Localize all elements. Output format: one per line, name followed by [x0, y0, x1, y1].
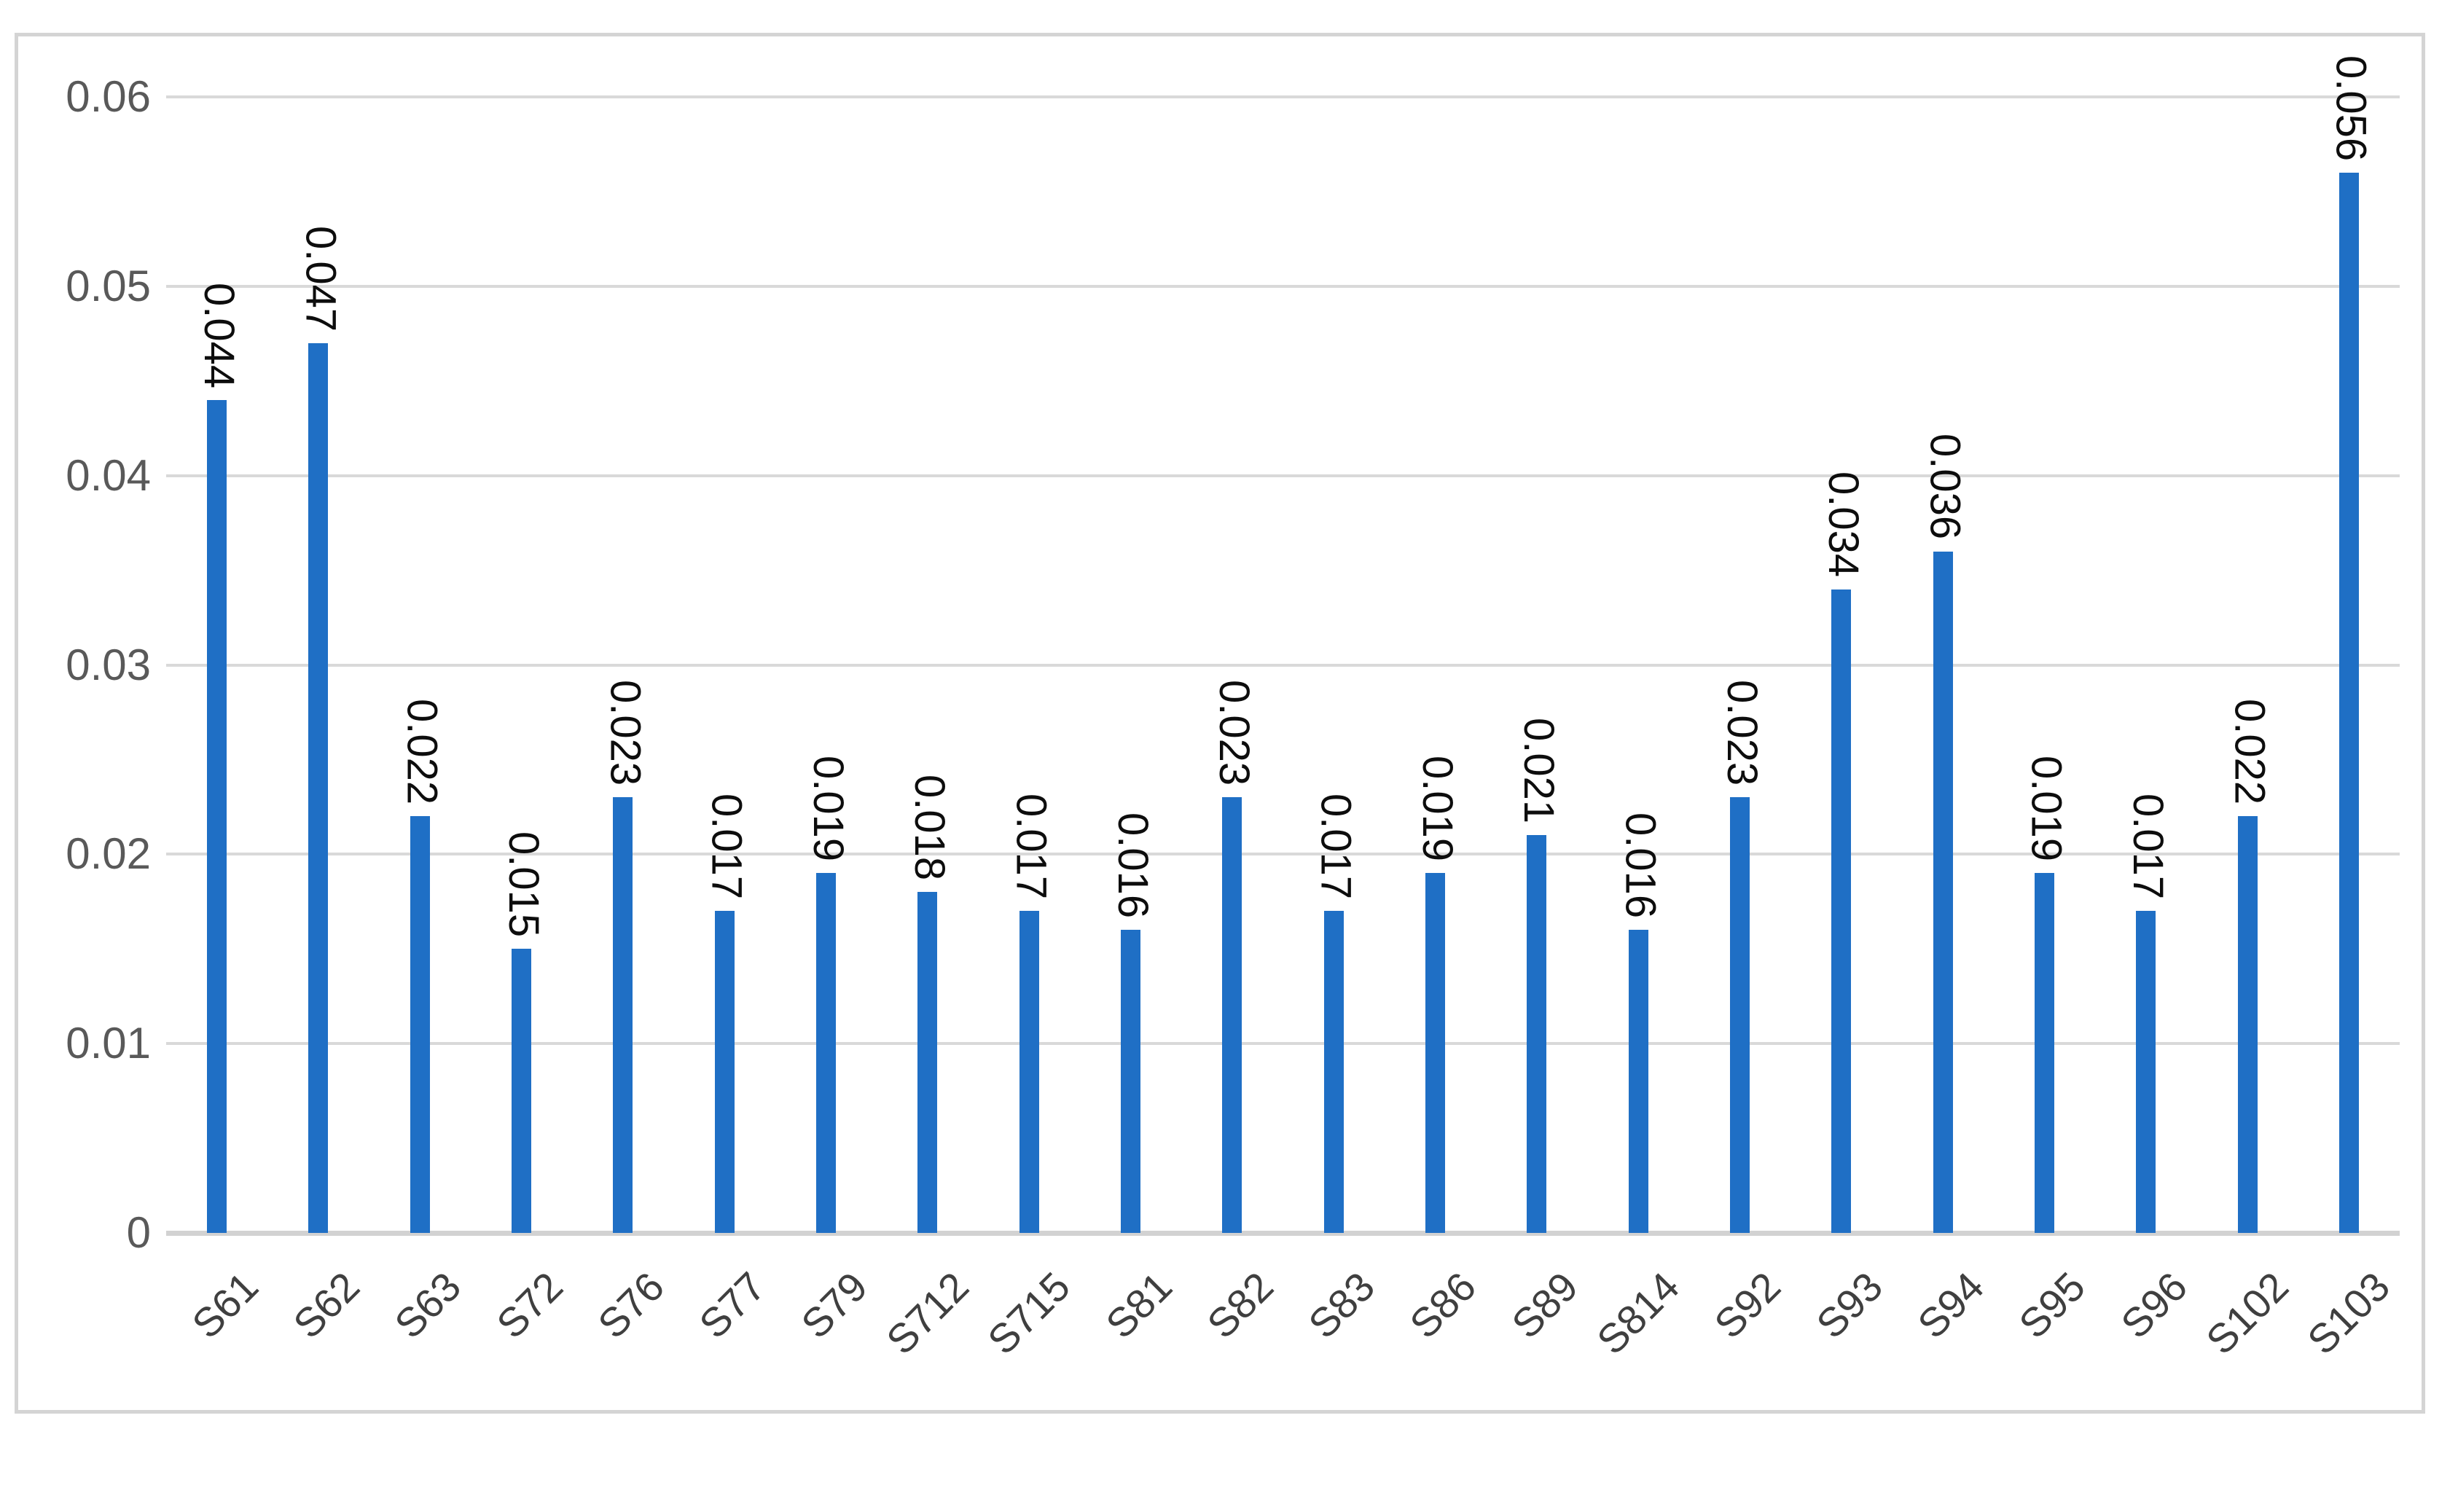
bar-value-label: 0.022 — [2226, 699, 2274, 805]
bar — [2034, 873, 2054, 1233]
bar — [1425, 873, 1445, 1233]
gridline — [166, 95, 2400, 98]
gridline — [166, 663, 2400, 667]
bar-value-label: 0.056 — [2327, 55, 2375, 161]
gridline — [166, 853, 2400, 856]
bar-value-label: 0.023 — [1210, 680, 1259, 786]
y-axis-tick-label: 0.02 — [66, 829, 151, 879]
bar — [2136, 911, 2156, 1233]
y-axis-tick-label: 0.01 — [66, 1019, 151, 1068]
y-axis-tick-label: 0.03 — [66, 640, 151, 689]
bar-chart-figure: 0 0.01 0.02 0.03 0.04 0.05 0.06 0.044 0.047 0.02… — [15, 33, 2425, 1414]
bar — [1933, 551, 1953, 1233]
bar-value-label: 0.015 — [499, 831, 547, 938]
bar-value-label: 0.019 — [2022, 756, 2070, 862]
bar — [1222, 797, 1242, 1233]
bar — [207, 399, 227, 1233]
gridline — [166, 474, 2400, 477]
bar-value-label: 0.047 — [297, 225, 345, 332]
bar-value-label: 0.017 — [702, 794, 751, 900]
bar — [1019, 911, 1039, 1233]
bar — [917, 892, 938, 1233]
x-axis-line — [166, 1231, 2400, 1236]
bar-value-label: 0.044 — [195, 282, 243, 388]
bar-value-label: 0.022 — [398, 699, 446, 805]
y-axis-tick-label: 0.04 — [66, 450, 151, 500]
bar — [1831, 589, 1852, 1233]
bar — [308, 342, 329, 1233]
bar-value-label: 0.034 — [1820, 471, 1868, 578]
bar-value-label: 0.019 — [804, 756, 852, 862]
bar-value-label: 0.023 — [1718, 680, 1766, 786]
bar — [512, 949, 532, 1233]
bar-value-label: 0.017 — [1007, 794, 1055, 900]
y-axis-tick-label: 0.05 — [66, 261, 151, 310]
bar — [2338, 172, 2359, 1233]
bar — [1729, 797, 1750, 1233]
bar-value-label: 0.021 — [1515, 718, 1563, 824]
bar — [613, 797, 633, 1233]
bar — [1527, 835, 1547, 1233]
y-axis-tick-label: 0.06 — [66, 72, 151, 121]
bar — [1323, 911, 1344, 1233]
bar — [1121, 930, 1141, 1233]
bar-value-label: 0.017 — [1312, 794, 1360, 900]
bar-value-label: 0.023 — [601, 680, 649, 786]
bar — [410, 816, 430, 1233]
y-axis-tick-label: 0 — [126, 1208, 151, 1257]
bar — [714, 911, 735, 1233]
bar-value-label: 0.036 — [1921, 434, 1969, 540]
bar-value-label: 0.018 — [906, 775, 954, 881]
bar-value-label: 0.019 — [1413, 756, 1461, 862]
bar — [816, 873, 837, 1233]
gridline — [166, 284, 2400, 288]
gridline — [166, 1042, 2400, 1046]
bar-value-label: 0.016 — [1108, 812, 1156, 919]
bar-value-label: 0.017 — [2124, 794, 2172, 900]
bar — [2237, 816, 2258, 1233]
bar — [1628, 930, 1648, 1233]
bar-value-label: 0.016 — [1616, 812, 1664, 919]
